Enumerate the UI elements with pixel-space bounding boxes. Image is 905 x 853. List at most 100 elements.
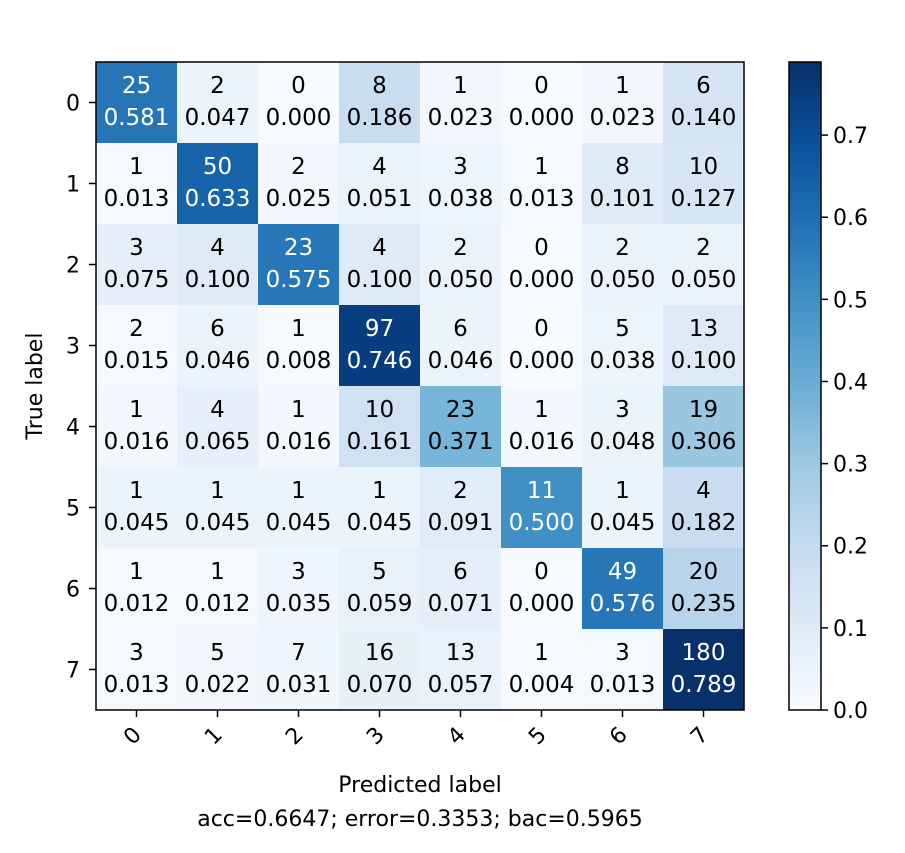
cell-count-label: 10 — [689, 154, 718, 180]
cell-count-label: 1 — [291, 478, 306, 504]
x-tick-label: 3 — [362, 723, 390, 751]
heatmap-cell — [501, 305, 583, 387]
heatmap-cell — [258, 62, 340, 144]
cell-fraction-label: 0.045 — [347, 510, 413, 536]
heatmap-cell — [420, 224, 502, 306]
cell-count-label: 2 — [615, 235, 630, 261]
cell-fraction-label: 0.100 — [671, 348, 737, 374]
heatmap-cell — [420, 467, 502, 549]
cell-fraction-label: 0.140 — [671, 105, 737, 131]
cell-count-label: 1 — [534, 397, 549, 423]
cell-fraction-label: 0.016 — [509, 429, 575, 455]
heatmap-cell — [339, 224, 421, 306]
cell-count-label: 0 — [534, 73, 549, 99]
heatmap-cell — [582, 62, 664, 144]
cell-fraction-label: 0.100 — [347, 267, 413, 293]
cell-fraction-label: 0.013 — [509, 186, 575, 212]
cell-fraction-label: 0.746 — [347, 348, 413, 374]
heatmap-cell — [501, 629, 583, 711]
heatmap-cell — [258, 467, 340, 549]
heatmap-cell — [339, 62, 421, 144]
cell-count-label: 3 — [615, 640, 630, 666]
cell-fraction-label: 0.013 — [104, 672, 170, 698]
cell-count-label: 5 — [372, 559, 387, 585]
cell-count-label: 97 — [365, 316, 394, 342]
cell-fraction-label: 0.071 — [428, 591, 494, 617]
cell-fraction-label: 0.012 — [104, 591, 170, 617]
heatmap-cell — [339, 143, 421, 225]
cell-count-label: 2 — [453, 478, 468, 504]
heatmap-cell — [96, 386, 178, 468]
heatmap-cell — [96, 305, 178, 387]
cell-count-label: 3 — [129, 235, 144, 261]
cell-fraction-label: 0.000 — [509, 267, 575, 293]
cell-fraction-label: 0.004 — [509, 672, 575, 698]
colorbar-tick-label: 0.1 — [833, 617, 868, 642]
cell-count-label: 1 — [129, 559, 144, 585]
heatmap-cells: 250.58120.04700.00080.18610.02300.00010.… — [96, 62, 745, 711]
heatmap-cell — [339, 548, 421, 630]
heatmap-cell — [258, 305, 340, 387]
cell-count-label: 1 — [534, 640, 549, 666]
heatmap-cell — [663, 548, 745, 630]
cell-fraction-label: 0.035 — [266, 591, 332, 617]
heatmap-cell — [258, 224, 340, 306]
cell-count-label: 8 — [372, 73, 387, 99]
cell-count-label: 2 — [210, 73, 225, 99]
cell-count-label: 1 — [615, 73, 630, 99]
cell-fraction-label: 0.045 — [266, 510, 332, 536]
cell-count-label: 1 — [372, 478, 387, 504]
cell-count-label: 0 — [534, 316, 549, 342]
heatmap-cell — [663, 629, 745, 711]
heatmap-cell — [96, 467, 178, 549]
cell-count-label: 19 — [689, 397, 718, 423]
cell-fraction-label: 0.186 — [347, 105, 413, 131]
cell-fraction-label: 0.100 — [185, 267, 251, 293]
x-tick-label: 4 — [443, 723, 471, 751]
cell-fraction-label: 0.581 — [104, 105, 170, 131]
cell-fraction-label: 0.023 — [428, 105, 494, 131]
cell-count-label: 2 — [291, 154, 306, 180]
cell-fraction-label: 0.789 — [671, 672, 737, 698]
chart-caption: acc=0.6647; error=0.3353; bac=0.5965 — [197, 807, 643, 832]
x-tick-label: 6 — [605, 723, 633, 751]
cell-fraction-label: 0.161 — [347, 429, 413, 455]
cell-count-label: 50 — [203, 154, 232, 180]
cell-fraction-label: 0.050 — [590, 267, 656, 293]
heatmap-cell — [258, 386, 340, 468]
cell-count-label: 4 — [696, 478, 711, 504]
cell-count-label: 13 — [689, 316, 718, 342]
cell-count-label: 1 — [129, 478, 144, 504]
y-tick-label: 6 — [66, 578, 80, 603]
cell-count-label: 6 — [453, 559, 468, 585]
cell-fraction-label: 0.045 — [185, 510, 251, 536]
cell-count-label: 6 — [453, 316, 468, 342]
cell-count-label: 1 — [129, 154, 144, 180]
cell-fraction-label: 0.235 — [671, 591, 737, 617]
x-tick-label: 7 — [686, 723, 714, 751]
cell-count-label: 3 — [129, 640, 144, 666]
cell-fraction-label: 0.075 — [104, 267, 170, 293]
heatmap-cell — [258, 143, 340, 225]
cell-fraction-label: 0.025 — [266, 186, 332, 212]
cell-fraction-label: 0.045 — [104, 510, 170, 536]
heatmap-cell — [582, 548, 664, 630]
cell-fraction-label: 0.013 — [590, 672, 656, 698]
heatmap-cell — [582, 143, 664, 225]
cell-count-label: 0 — [534, 235, 549, 261]
cell-fraction-label: 0.306 — [671, 429, 737, 455]
cell-fraction-label: 0.038 — [590, 348, 656, 374]
heatmap-cell — [339, 467, 421, 549]
cell-count-label: 3 — [615, 397, 630, 423]
cell-count-label: 4 — [210, 397, 225, 423]
heatmap-cell — [582, 629, 664, 711]
cell-count-label: 4 — [372, 235, 387, 261]
heatmap-cell — [177, 62, 259, 144]
colorbar-tick-label: 0.7 — [833, 124, 868, 149]
cell-count-label: 1 — [210, 478, 225, 504]
colorbar-tick-label: 0.0 — [833, 699, 868, 724]
heatmap-cell — [663, 467, 745, 549]
colorbar-tick-label: 0.6 — [833, 206, 868, 231]
cell-count-label: 2 — [129, 316, 144, 342]
